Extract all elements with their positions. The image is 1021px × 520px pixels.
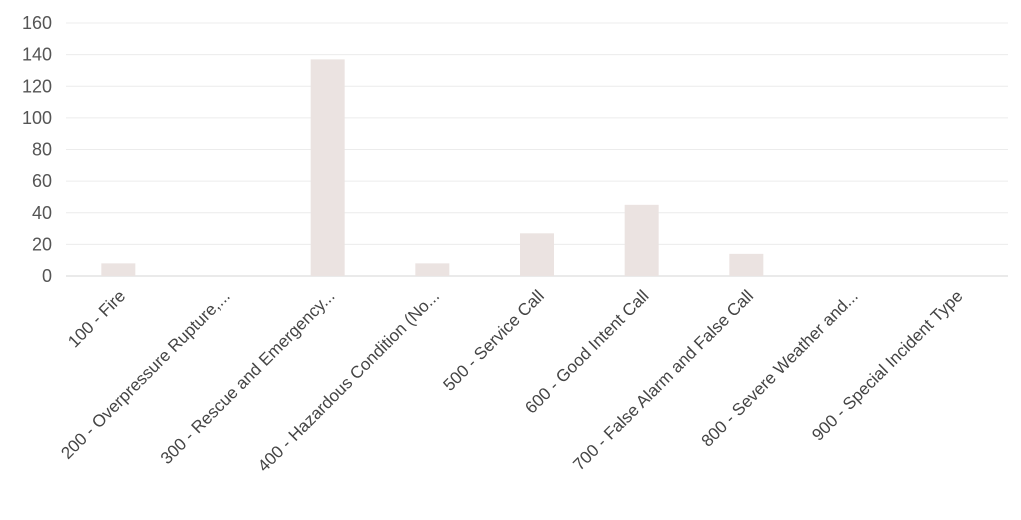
y-tick-label: 120 xyxy=(22,76,52,96)
x-tick-label: 400 - Hazardous Condition (No... xyxy=(254,286,443,475)
bar xyxy=(415,263,450,276)
y-tick-label: 20 xyxy=(32,234,52,254)
y-axis-ticks: 0 20 40 60 80 100 120 140 160 xyxy=(22,13,52,286)
x-tick-label: 300 - Rescue and Emergency... xyxy=(157,286,339,468)
x-tick-label: 700 - False Alarm and False Call xyxy=(569,286,757,474)
y-tick-label: 100 xyxy=(22,108,52,128)
x-tick-label: 500 - Service Call xyxy=(440,286,548,394)
y-tick-label: 140 xyxy=(22,45,52,65)
x-tick-label: 200 - Overpressure Rupture,... xyxy=(57,286,233,462)
y-tick-label: 0 xyxy=(42,266,52,286)
y-tick-label: 60 xyxy=(32,171,52,191)
bar xyxy=(310,59,345,277)
y-tick-label: 160 xyxy=(22,13,52,33)
bar xyxy=(101,263,136,276)
x-tick-label: 100 - Fire xyxy=(64,286,129,351)
bar xyxy=(520,233,554,276)
y-tick-label: 40 xyxy=(32,203,52,223)
y-tick-label: 80 xyxy=(32,140,52,160)
bar xyxy=(729,253,764,276)
bar xyxy=(624,204,659,276)
gridlines xyxy=(66,22,1008,277)
bars xyxy=(101,59,764,277)
